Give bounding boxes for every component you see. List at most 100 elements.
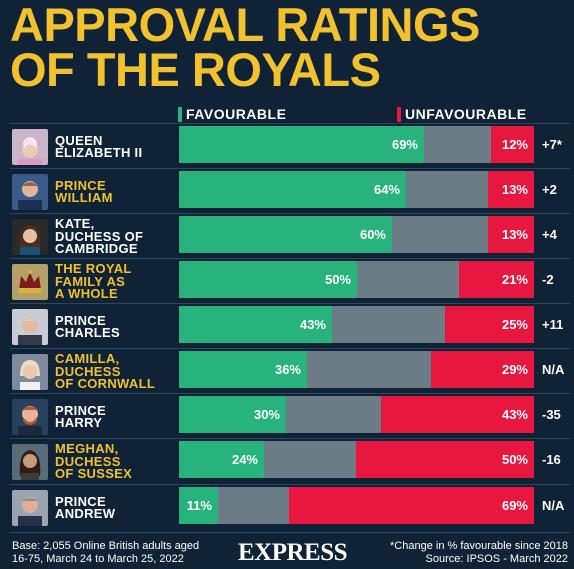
- chart-row: THE ROYAL FAMILY AS A WHOLE 50% 21% -2: [0, 260, 574, 304]
- row-divider: [10, 348, 570, 349]
- bar-unfavourable: [431, 351, 534, 388]
- label-favourable: 30%: [253, 407, 280, 422]
- row-name: PRINCE WILLIAM: [55, 177, 113, 205]
- footer-note-line-1: *Change in % favourable since 2018: [390, 540, 568, 552]
- row-divider: [10, 484, 570, 485]
- chart-row: QUEEN ELIZABETH II 69% 12% +7*: [0, 125, 574, 169]
- label-unfavourable: 13%: [501, 227, 528, 242]
- chart-row: CAMILLA, DUCHESS OF CORNWALL 36% 29% N/A: [0, 350, 574, 394]
- title-line-1: APPROVAL RATINGS: [10, 0, 480, 51]
- change-value: -16: [542, 452, 561, 467]
- bar-unfavourable: [356, 441, 534, 478]
- chart-row: PRINCE ANDREW 11% 69% N/A: [0, 486, 574, 530]
- row-divider: [10, 303, 570, 304]
- footer-source-note: *Change in % favourable since 2018 Sourc…: [390, 540, 568, 566]
- change-value: N/A: [542, 498, 565, 513]
- bar-favourable: [179, 126, 424, 163]
- row-divider: [10, 123, 570, 124]
- footer-base-line-2: 16-75, March 24 to March 25, 2022: [12, 553, 184, 565]
- footer-base-line-1: Base: 2,055 Online British adults aged: [12, 540, 200, 552]
- bar-favourable: [179, 216, 392, 253]
- row-divider: [10, 213, 570, 214]
- charles-portrait-icon: [12, 309, 48, 345]
- footer-base-note: Base: 2,055 Online British adults aged 1…: [12, 540, 199, 566]
- chart-row: PRINCE WILLIAM 64% 13% +2: [0, 170, 574, 214]
- row-name: CAMILLA, DUCHESS OF CORNWALL: [55, 351, 156, 392]
- bar-unfavourable: [491, 126, 534, 163]
- label-favourable: 24%: [231, 452, 258, 467]
- label-unfavourable: 25%: [501, 317, 528, 332]
- stacked-bar: 24% 50%: [179, 441, 534, 478]
- express-logo: EXPRESS: [238, 539, 348, 566]
- crown-icon: [12, 264, 48, 300]
- row-name: PRINCE CHARLES: [55, 312, 120, 340]
- change-value: +11: [542, 317, 564, 332]
- row-name: PRINCE HARRY: [55, 402, 106, 430]
- change-value: +4: [542, 227, 557, 242]
- row-divider: [10, 393, 570, 394]
- queen-portrait-icon: [12, 129, 48, 165]
- row-divider: [10, 532, 570, 533]
- title-line-2: OF THE ROYALS: [10, 43, 381, 96]
- row-divider: [10, 258, 570, 259]
- change-value: +7*: [542, 137, 562, 152]
- bar-unfavourable: [289, 487, 534, 524]
- stacked-bar: 11% 69%: [179, 487, 534, 524]
- stacked-bar: 43% 25%: [179, 306, 534, 343]
- footer-note-line-2: Source: IPSOS - March 2022: [425, 553, 568, 565]
- label-favourable: 69%: [391, 137, 418, 152]
- stacked-bar: 60% 13%: [179, 216, 534, 253]
- chart-row: KATE, DUCHESS OF CAMBRIDGE 60% 13% +4: [0, 215, 574, 259]
- label-unfavourable: 13%: [501, 182, 528, 197]
- label-favourable: 60%: [359, 227, 386, 242]
- chart-title: APPROVAL RATINGS OF THE ROYALS: [10, 0, 480, 96]
- row-name: QUEEN ELIZABETH II: [55, 132, 143, 160]
- chart-row: PRINCE HARRY 30% 43% -35: [0, 395, 574, 439]
- legend-unfavourable: UNFAVOURABLE: [397, 106, 527, 122]
- william-portrait-icon: [12, 174, 48, 210]
- bar-unfavourable: [488, 171, 534, 208]
- bar-unfavourable: [488, 216, 534, 253]
- meghan-portrait-icon: [12, 444, 48, 480]
- change-value: N/A: [542, 362, 565, 377]
- label-favourable: 43%: [299, 317, 326, 332]
- bar-unfavourable: [445, 306, 534, 343]
- change-value: -35: [542, 407, 561, 422]
- row-name: THE ROYAL FAMILY AS A WHOLE: [55, 261, 132, 302]
- bar-favourable: [179, 441, 264, 478]
- chart-row: MEGHAN, DUCHESS OF SUSSEX 24% 50% -16: [0, 440, 574, 484]
- label-unfavourable: 12%: [501, 137, 528, 152]
- andrew-portrait-icon: [12, 490, 48, 526]
- change-value: -2: [542, 272, 554, 287]
- harry-portrait-icon: [12, 399, 48, 435]
- change-value: +2: [542, 182, 557, 197]
- bar-favourable: [179, 306, 332, 343]
- label-unfavourable: 43%: [501, 407, 528, 422]
- bar-unfavourable: [459, 261, 534, 298]
- stacked-bar: 64% 13%: [179, 171, 534, 208]
- bar-favourable: [179, 487, 218, 524]
- label-unfavourable: 69%: [501, 498, 528, 513]
- stacked-bar: 36% 29%: [179, 351, 534, 388]
- stacked-bar: 50% 21%: [179, 261, 534, 298]
- bar-favourable: [179, 261, 357, 298]
- label-favourable: 64%: [373, 182, 400, 197]
- label-unfavourable: 21%: [501, 272, 528, 287]
- row-name: MEGHAN, DUCHESS OF SUSSEX: [55, 441, 133, 482]
- label-favourable: 50%: [324, 272, 351, 287]
- kate-portrait-icon: [12, 219, 48, 255]
- legend-favourable: FAVOURABLE: [178, 106, 286, 122]
- chart-row: PRINCE CHARLES 43% 25% +11: [0, 305, 574, 349]
- label-unfavourable: 29%: [501, 362, 528, 377]
- stacked-bar: 30% 43%: [179, 396, 534, 433]
- bar-favourable: [179, 171, 406, 208]
- stacked-bar: 69% 12%: [179, 126, 534, 163]
- bar-unfavourable: [381, 396, 534, 433]
- label-favourable: 36%: [274, 362, 301, 377]
- row-name: KATE, DUCHESS OF CAMBRIDGE: [55, 216, 144, 257]
- label-favourable: 11%: [186, 498, 212, 513]
- bar-favourable: [179, 351, 307, 388]
- row-divider: [10, 168, 570, 169]
- row-name: PRINCE ANDREW: [55, 493, 116, 521]
- bar-favourable: [179, 396, 286, 433]
